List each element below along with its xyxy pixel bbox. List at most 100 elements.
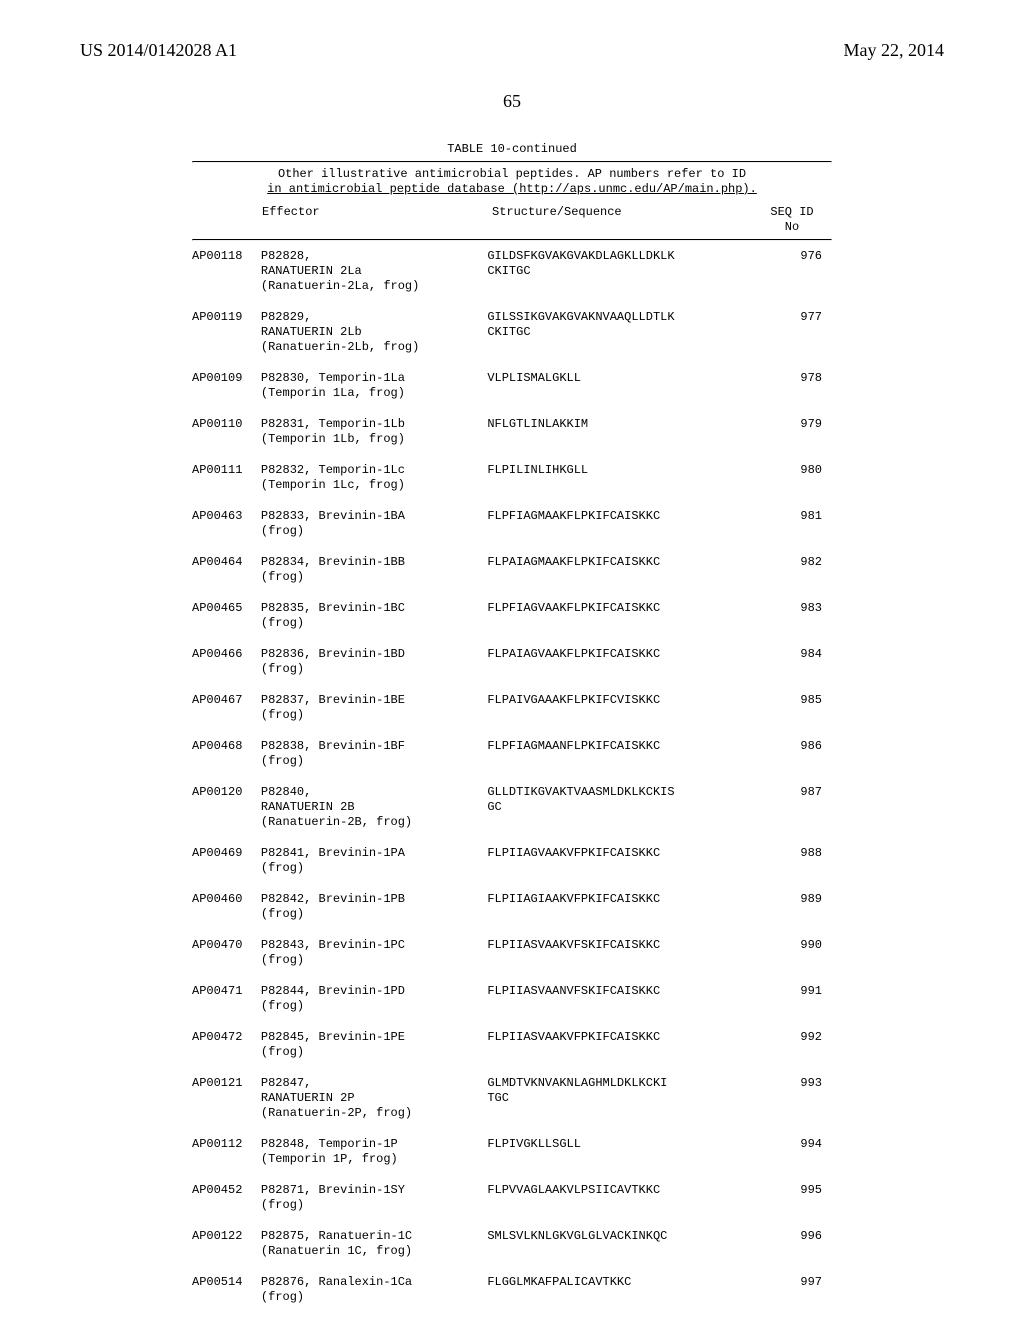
cell-effector: P82841, Brevinin-1PA (frog) — [261, 846, 487, 876]
cell-sequence: FLPFIAGMAAKFLPKIFCAISKKC — [487, 509, 743, 539]
page: US 2014/0142028 A1 May 22, 2014 65 TABLE… — [0, 0, 1024, 1320]
cell-ap: AP00470 — [192, 938, 261, 968]
table-row: AP00118P82828, RANATUERIN 2La (Ranatueri… — [192, 241, 832, 302]
cell-sequence: FLPIIASVAAKVFSKIFCAISKKC — [487, 938, 743, 968]
cell-ap: AP00452 — [192, 1183, 261, 1213]
cell-effector: P82833, Brevinin-1BA (frog) — [261, 509, 487, 539]
cell-sequence: SMLSVLKNLGKVGLGLVACKINKQC — [487, 1229, 743, 1259]
col-seqid: SEQ ID No — [752, 205, 832, 235]
col-ap — [192, 205, 262, 235]
cell-seqid: 996 — [743, 1229, 832, 1259]
cell-seqid: 982 — [743, 555, 832, 585]
cell-ap: AP00471 — [192, 984, 261, 1014]
cell-seqid: 993 — [743, 1076, 832, 1121]
cell-ap: AP00468 — [192, 739, 261, 769]
cell-seqid: 977 — [743, 310, 832, 355]
table-row: AP00469P82841, Brevinin-1PA (frog)FLPIIA… — [192, 838, 832, 884]
cell-seqid: 976 — [743, 249, 832, 294]
col-seqid-line1: SEQ ID — [752, 205, 832, 220]
table-row: AP00112P82848, Temporin-1P (Temporin 1P,… — [192, 1129, 832, 1175]
table-row: AP00466P82836, Brevinin-1BD (frog)FLPAIA… — [192, 639, 832, 685]
cell-effector: P82838, Brevinin-1BF (frog) — [261, 739, 487, 769]
cell-effector: P82875, Ranatuerin-1C (Ranatuerin 1C, fr… — [261, 1229, 487, 1259]
table-title: TABLE 10-continued — [192, 142, 832, 157]
cell-sequence: FLPILINLIHKGLL — [487, 463, 743, 493]
cell-effector: P82844, Brevinin-1PD (frog) — [261, 984, 487, 1014]
cell-seqid: 979 — [743, 417, 832, 447]
page-number: 65 — [80, 91, 944, 112]
cell-sequence: FLPIIAGVAAKVFPKIFCAISKKC — [487, 846, 743, 876]
cell-sequence: FLPIVGKLLSGLL — [487, 1137, 743, 1167]
publication-date: May 22, 2014 — [844, 40, 945, 61]
cell-sequence: FLPAIVGAAAKFLPKIFCVISKKC — [487, 693, 743, 723]
cell-sequence: FLPVVAGLAAKVLPSIICAVTKKC — [487, 1183, 743, 1213]
cell-sequence: FLPAIAGVAAKFLPKIFCAISKKC — [487, 647, 743, 677]
table-row: AP00471P82844, Brevinin-1PD (frog)FLPIIA… — [192, 976, 832, 1022]
caption-line-2: in antimicrobial peptide database (http:… — [192, 182, 832, 197]
table-row: AP00463P82833, Brevinin-1BA (frog)FLPFIA… — [192, 501, 832, 547]
cell-seqid: 988 — [743, 846, 832, 876]
publication-number: US 2014/0142028 A1 — [80, 40, 237, 61]
table-row: AP00452P82871, Brevinin-1SY (frog)FLPVVA… — [192, 1175, 832, 1221]
cell-seqid: 986 — [743, 739, 832, 769]
cell-sequence: GILSSIKGVAKGVAKNVAAQLLDTLK CKITGC — [487, 310, 743, 355]
cell-seqid: 990 — [743, 938, 832, 968]
cell-sequence: FLGGLMKAFPALICAVTKKC — [487, 1275, 743, 1305]
cell-effector: P82830, Temporin-1La (Temporin 1La, frog… — [261, 371, 487, 401]
cell-sequence: NFLGTLINLAKKIM — [487, 417, 743, 447]
cell-ap: AP00110 — [192, 417, 261, 447]
cell-ap: AP00121 — [192, 1076, 261, 1121]
cell-sequence: FLPFIAGVAAKFLPKIFCAISKKC — [487, 601, 743, 631]
cell-seqid: 992 — [743, 1030, 832, 1060]
cell-ap: AP00122 — [192, 1229, 261, 1259]
table-row: AP00472P82845, Brevinin-1PE (frog)FLPIIA… — [192, 1022, 832, 1068]
cell-effector: P82835, Brevinin-1BC (frog) — [261, 601, 487, 631]
cell-ap: AP00469 — [192, 846, 261, 876]
caption-line-1: Other illustrative antimicrobial peptide… — [192, 167, 832, 182]
table-row: AP00110P82831, Temporin-1Lb (Temporin 1L… — [192, 409, 832, 455]
cell-ap: AP00472 — [192, 1030, 261, 1060]
cell-sequence: FLPFIAGMAANFLPKIFCAISKKC — [487, 739, 743, 769]
table-10: TABLE 10-continued Other illustrative an… — [192, 142, 832, 1313]
cell-effector: P82837, Brevinin-1BE (frog) — [261, 693, 487, 723]
cell-ap: AP00466 — [192, 647, 261, 677]
table-row: AP00120P82840, RANATUERIN 2B (Ranatuerin… — [192, 777, 832, 838]
cell-seqid: 984 — [743, 647, 832, 677]
cell-ap: AP00118 — [192, 249, 261, 294]
cell-effector: P82831, Temporin-1Lb (Temporin 1Lb, frog… — [261, 417, 487, 447]
cell-ap: AP00460 — [192, 892, 261, 922]
cell-seqid: 989 — [743, 892, 832, 922]
cell-seqid: 981 — [743, 509, 832, 539]
cell-effector: P82832, Temporin-1Lc (Temporin 1Lc, frog… — [261, 463, 487, 493]
cell-effector: P82829, RANATUERIN 2Lb (Ranatuerin-2Lb, … — [261, 310, 487, 355]
table-row: AP00468P82838, Brevinin-1BF (frog)FLPFIA… — [192, 731, 832, 777]
cell-seqid: 994 — [743, 1137, 832, 1167]
cell-sequence: FLPIIASVAAKVFPKIFCAISKKC — [487, 1030, 743, 1060]
cell-ap: AP00463 — [192, 509, 261, 539]
table-row: AP00109P82830, Temporin-1La (Temporin 1L… — [192, 363, 832, 409]
table-row: AP00111P82832, Temporin-1Lc (Temporin 1L… — [192, 455, 832, 501]
cell-ap: AP00112 — [192, 1137, 261, 1167]
cell-sequence: FLPAIAGMAAKFLPKIFCAISKKC — [487, 555, 743, 585]
cell-effector: P82843, Brevinin-1PC (frog) — [261, 938, 487, 968]
cell-effector: P82842, Brevinin-1PB (frog) — [261, 892, 487, 922]
cell-sequence: FLPIIAGIAAKVFPKIFCAISKKC — [487, 892, 743, 922]
cell-seqid: 995 — [743, 1183, 832, 1213]
cell-effector: P82828, RANATUERIN 2La (Ranatuerin-2La, … — [261, 249, 487, 294]
cell-seqid: 991 — [743, 984, 832, 1014]
cell-seqid: 985 — [743, 693, 832, 723]
table-row: AP00460P82842, Brevinin-1PB (frog)FLPIIA… — [192, 884, 832, 930]
col-seqid-line2: No — [752, 220, 832, 235]
cell-seqid: 978 — [743, 371, 832, 401]
cell-effector: P82848, Temporin-1P (Temporin 1P, frog) — [261, 1137, 487, 1167]
table-row: AP00514P82876, Ranalexin-1Ca (frog)FLGGL… — [192, 1267, 832, 1313]
cell-ap: AP00120 — [192, 785, 261, 830]
cell-ap: AP00514 — [192, 1275, 261, 1305]
table-row: AP00464P82834, Brevinin-1BB (frog)FLPAIA… — [192, 547, 832, 593]
cell-ap: AP00119 — [192, 310, 261, 355]
cell-effector: P82871, Brevinin-1SY (frog) — [261, 1183, 487, 1213]
cell-sequence: GILDSFKGVAKGVAKDLAGKLLDKLK CKITGC — [487, 249, 743, 294]
table-caption: Other illustrative antimicrobial peptide… — [192, 163, 832, 199]
cell-sequence: VLPLISMALGKLL — [487, 371, 743, 401]
cell-ap: AP00467 — [192, 693, 261, 723]
